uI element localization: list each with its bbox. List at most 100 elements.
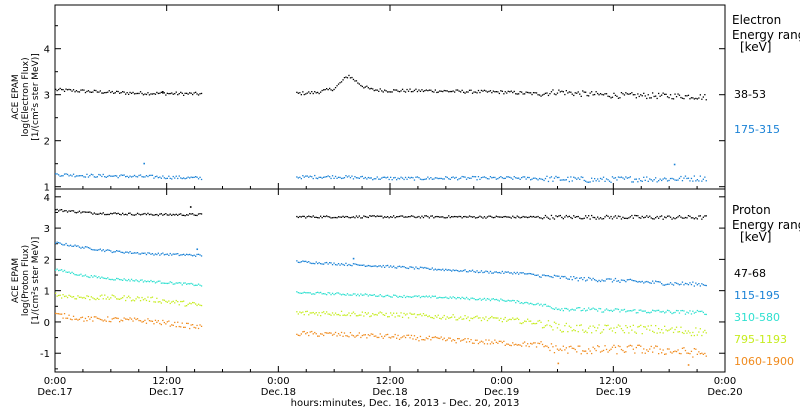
data-point [96,213,98,215]
data-point [530,320,532,322]
data-point [346,293,349,295]
data-point [120,279,122,281]
data-point [108,90,110,92]
data-point [686,311,688,313]
data-point [424,314,426,317]
data-point [483,318,486,320]
data-point [186,305,188,307]
data-point [683,284,685,286]
data-point [318,292,320,294]
data-point [588,348,590,350]
data-point [458,215,460,218]
data-point [105,91,107,94]
data-point [683,347,685,349]
data-point [89,299,91,301]
data-point [500,340,502,342]
data-point [413,295,416,297]
data-point [422,178,425,181]
data-point [558,323,560,326]
y-tick-label: -1 [40,349,50,360]
data-point [668,283,670,285]
data-point [647,325,649,327]
data-point [448,317,450,319]
data-point [334,175,337,178]
data-point [646,312,648,314]
data-point [154,93,157,95]
data-point [412,266,414,269]
x-tick-time-label: 0:00 [267,376,289,387]
data-point [306,92,308,94]
data-point [78,210,81,212]
data-point [172,253,174,255]
data-point [56,89,58,92]
data-point [443,337,445,339]
data-point [351,294,353,296]
data-point [419,217,422,219]
data-point [168,254,170,256]
data-point [323,263,325,265]
data-point [336,292,338,294]
data-point [296,311,298,313]
data-point [61,175,63,177]
data-point [391,296,393,298]
data-point [122,91,124,93]
data-point [107,316,109,318]
data-point [701,283,703,285]
data-point [549,177,551,179]
data-point [418,177,420,179]
data-point [300,216,302,218]
data-point [355,335,358,337]
data-point [467,91,469,93]
data-point [550,214,553,217]
data-point [525,91,527,93]
data-point [468,270,471,272]
data-point [119,92,121,94]
data-point [482,271,484,274]
data-point [468,341,471,343]
data-point [512,178,514,180]
data-point [174,177,176,179]
data-point [305,93,307,95]
data-point [406,216,408,218]
data-point [494,176,496,179]
data-point [160,282,162,284]
data-point [431,317,433,319]
data-point [145,213,148,216]
data-point [538,276,541,278]
data-point [145,93,148,96]
data-point [619,176,621,179]
data-point [620,218,623,220]
data-point [439,337,441,340]
data-point [562,330,564,333]
data-point [650,217,652,219]
data-point [303,330,305,333]
data-point [333,262,335,264]
data-point [583,277,585,279]
data-point [501,299,503,301]
data-point [92,91,94,93]
data-point [165,300,167,303]
data-point [144,176,146,178]
data-point [333,333,335,335]
data-point [525,273,527,275]
series-38-53 [55,74,707,101]
data-point [98,276,100,278]
data-point [482,90,484,92]
data-point [373,335,375,337]
data-point [463,269,465,272]
data-point [480,270,483,272]
data-point [617,324,620,326]
data-point [558,176,560,179]
data-point [501,321,503,323]
data-point [461,175,463,178]
data-point [403,266,405,268]
data-point [339,334,341,336]
data-point [507,271,509,273]
data-point [166,214,168,216]
data-point [136,252,139,254]
data-point [601,331,603,333]
data-point [471,175,474,178]
data-point [388,178,390,181]
data-point [486,319,489,322]
data-point [473,298,475,300]
